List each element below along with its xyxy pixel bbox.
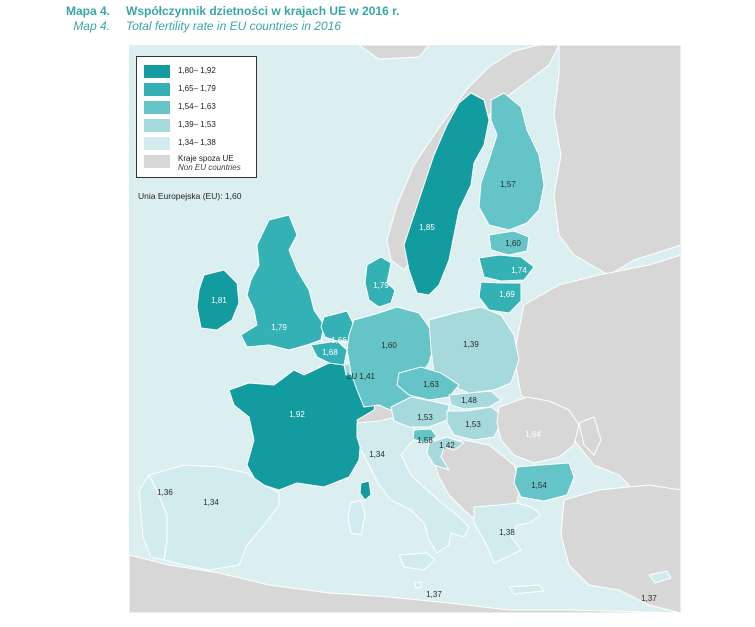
map-title-pl: Współczynnik dzietności w krajach UE w 2… [126, 4, 400, 18]
label-finland: 1,57 [500, 180, 516, 189]
label-malta: 1,37 [426, 590, 442, 599]
label-spain: 1,34 [203, 498, 219, 507]
legend-swatch-1 [144, 65, 170, 78]
legend-label-3: 1,54– 1,63 [178, 102, 216, 111]
country-corsica [359, 480, 372, 501]
country-estonia [488, 230, 530, 256]
legend-swatch-non-eu [144, 155, 170, 168]
label-sweden: 1,85 [419, 223, 435, 232]
country-portugal [138, 474, 168, 561]
label-netherlands: 1,66 [331, 336, 347, 345]
label-france: 1,92 [289, 410, 305, 419]
label-luxembourg: LU 1,41 [347, 372, 376, 381]
label-hungary: 1,53 [465, 420, 481, 429]
legend-label-2: 1,65– 1,79 [178, 84, 216, 93]
country-sweden [403, 92, 490, 296]
legend-label-4: 1,39– 1,53 [178, 120, 216, 129]
country-ireland [196, 269, 240, 331]
label-germany: 1,60 [381, 341, 397, 350]
country-cyprus [648, 570, 672, 584]
label-poland: 1,39 [463, 340, 479, 349]
country-sardinia [347, 499, 366, 536]
country-malta [414, 581, 422, 589]
map-number-pl: Mapa 4. [65, 4, 110, 18]
turkey [560, 484, 681, 613]
label-ireland: 1,81 [211, 296, 227, 305]
russia-north [553, 45, 681, 276]
country-crete [508, 584, 545, 595]
country-romania [496, 396, 580, 464]
country-slovenia [412, 428, 438, 444]
map-title-en: Total fertility rate in EU countries in … [126, 19, 341, 33]
label-italy: 1,34 [369, 450, 385, 459]
label-cyprus: 1,37 [641, 594, 657, 603]
label-austria: 1,53 [417, 413, 433, 422]
label-greece: 1,38 [499, 528, 515, 537]
country-hungary [446, 406, 505, 441]
label-slovakia: 1,48 [461, 396, 477, 405]
legend-swatch-5 [144, 137, 170, 150]
legend-label-1: 1,80– 1,92 [178, 66, 216, 75]
label-denmark: 1,79 [373, 281, 389, 290]
legend-swatch-4 [144, 119, 170, 132]
legend-swatch-3 [144, 101, 170, 114]
country-denmark [364, 256, 396, 308]
country-uk [240, 214, 325, 351]
country-greece [473, 502, 542, 564]
label-croatia: 1,42 [439, 441, 455, 450]
country-slovakia [448, 390, 502, 410]
eu-average-note: Unia Europejska (EU): 1,60 [138, 191, 242, 201]
label-estonia: 1,60 [505, 239, 521, 248]
country-lithuania [478, 281, 522, 314]
label-bulgaria: 1,54 [531, 481, 547, 490]
label-portugal: 1,36 [157, 488, 173, 497]
country-sicily [398, 552, 436, 571]
legend-label-non-eu: Kraje spoza UE [178, 154, 234, 163]
label-uk: 1,79 [271, 323, 287, 332]
label-slovenia: 1,58 [417, 436, 433, 445]
north-africa [129, 554, 681, 613]
legend-swatch-2 [144, 83, 170, 96]
legend-label-non-eu-en: Non EU countries [178, 163, 241, 172]
label-belgium: 1,68 [322, 348, 338, 357]
map-legend: 1,80– 1,92 1,65– 1,79 1,54– 1,63 1,39– 1… [136, 56, 257, 178]
label-lithuania: 1,69 [499, 290, 515, 299]
europe-map: 1,81 1,79 1,92 1,34 1,36 1,34 1,37 1,37 … [129, 45, 681, 613]
country-finland [478, 92, 545, 231]
country-latvia [478, 254, 535, 282]
moldova [578, 416, 602, 456]
label-latvia: 1,74 [511, 266, 527, 275]
country-bulgaria [513, 462, 575, 502]
country-netherlands [320, 310, 355, 342]
country-croatia [426, 436, 465, 471]
label-romania: 1,64 [525, 430, 541, 439]
map-canvas: 1,81 1,79 1,92 1,34 1,36 1,34 1,37 1,37 … [129, 45, 681, 613]
legend-label-5: 1,34– 1,38 [178, 138, 216, 147]
map-number-en: Map 4. [73, 19, 110, 33]
label-czechia: 1,63 [423, 380, 439, 389]
iceland-north [358, 45, 430, 60]
